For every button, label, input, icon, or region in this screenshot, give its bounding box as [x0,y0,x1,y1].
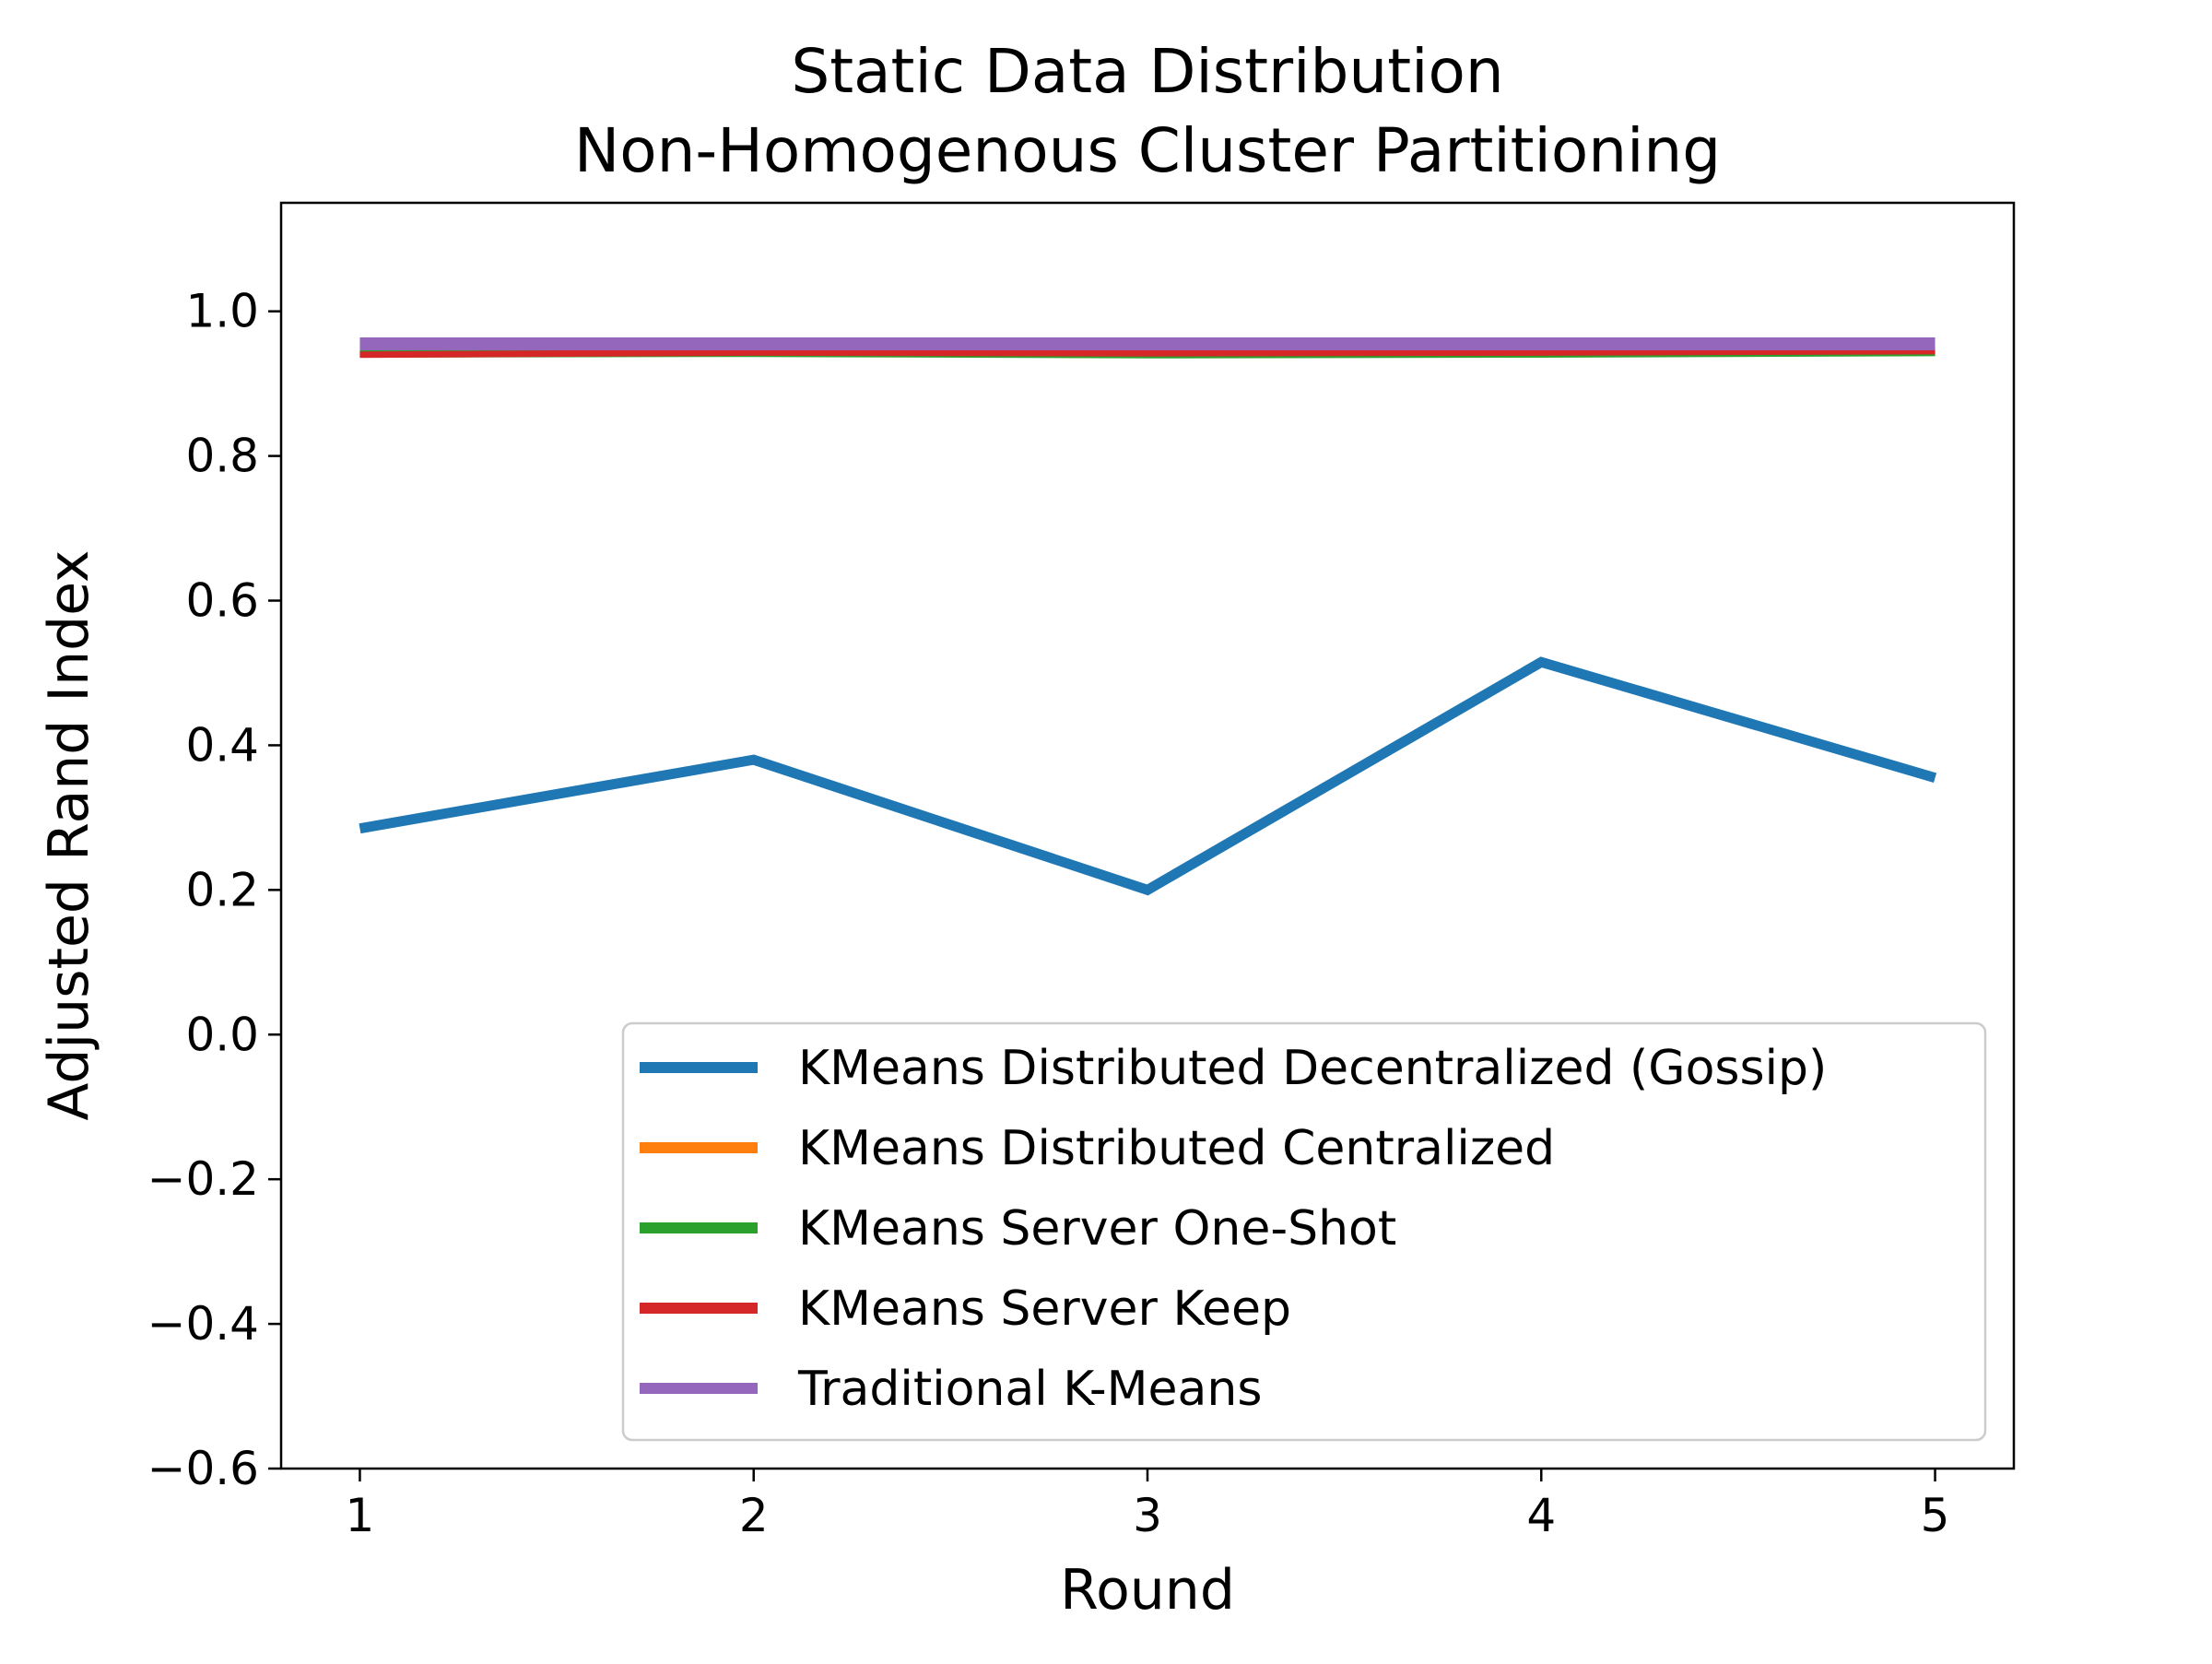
legend-items: KMeans Distributed Decentralized (Gossip… [640,1041,1827,1417]
chart-title-line-2: Non-Homogenous Cluster Partitioning [574,115,1721,186]
legend-label: KMeans Server One-Shot [798,1201,1396,1257]
y-tick-label: 0.2 [185,863,259,916]
x-tick-label: 2 [739,1489,769,1542]
y-axis-ticks: −0.6 −0.4 −0.2 0.0 0.2 0.4 0.6 0.8 1.0 [147,285,281,1495]
series-line-kmeans-distributed-decentralized-gossip [359,656,1937,896]
legend-box [621,1021,1987,1442]
legend-label: KMeans Distributed Centralized [798,1121,1555,1176]
y-tick-label: 0.0 [185,1008,259,1061]
x-tick-label: 3 [1133,1489,1162,1542]
y-tick-label: −0.4 [147,1297,259,1351]
x-tick-label: 4 [1526,1489,1556,1542]
legend: KMeans Distributed Decentralized (Gossip… [621,1021,1987,1442]
legend-label: Traditional K-Means [797,1362,1262,1417]
y-tick-label: 1.0 [185,285,259,338]
y-tick-label: −0.6 [147,1442,259,1495]
series-lines [359,336,1937,896]
x-axis-label: Round [1060,1558,1235,1623]
x-tick-label: 5 [1921,1489,1950,1542]
y-tick-label: 0.8 [185,430,259,483]
y-tick-label: 0.6 [185,574,259,628]
legend-label: KMeans Distributed Decentralized (Gossip… [798,1041,1827,1096]
y-tick-label: 0.4 [185,718,259,772]
y-axis-label: Adjusted Rand Index [37,549,101,1120]
series-line-kmeans-server-keep [359,348,1936,359]
x-axis-ticks: 1 2 3 4 5 [346,1469,1950,1542]
x-tick-label: 1 [346,1489,375,1542]
chart-title-line-1: Static Data Distribution [791,36,1503,107]
legend-label: KMeans Server Keep [798,1281,1291,1337]
y-tick-label: −0.2 [147,1152,259,1206]
